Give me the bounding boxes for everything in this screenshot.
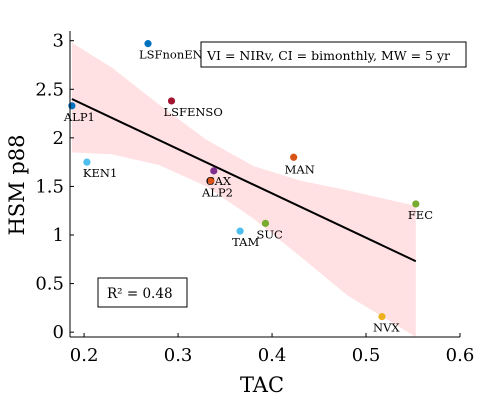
data-point <box>68 102 76 110</box>
confidence-band <box>71 42 416 337</box>
point-label: NVX <box>373 321 400 335</box>
point-label: SUC <box>256 227 283 241</box>
data-point <box>167 97 176 105</box>
y-axis-label: HSM p88 <box>5 134 29 235</box>
y-tick-label: 1.5 <box>35 176 64 197</box>
point-label: ALP2 <box>201 186 233 200</box>
point-label: LSFnonENSO <box>139 48 220 62</box>
data-point <box>207 177 215 185</box>
r2-text: R² = 0.48 <box>107 286 173 302</box>
x-axis-label: TAC <box>240 373 284 397</box>
data-point <box>261 219 270 227</box>
data-point <box>144 40 152 48</box>
point-label: CAX <box>206 174 232 188</box>
axes-layer: 0.2 0.3 0.4 0.5 0.6 0 0.5 1 1.5 2 2.5 3 <box>35 31 474 366</box>
regression-line <box>71 98 417 263</box>
data-point <box>210 167 218 175</box>
confidence-band-layer <box>71 42 416 337</box>
x-tick-label: 0.2 <box>70 345 99 366</box>
data-point <box>290 153 298 161</box>
y-tick-label: 3 <box>53 31 64 52</box>
x-tick-label: 0.4 <box>258 345 287 366</box>
y-tick-label: 0.5 <box>35 274 64 295</box>
x-tick-label: 0.3 <box>164 345 193 366</box>
point-label: FEC <box>408 208 433 222</box>
point-label: ALP1 <box>63 110 95 124</box>
y-tick-label: 1 <box>53 225 64 246</box>
legend-box: VI = NIRv, CI = bimonthly, MW = 5 yr <box>200 41 467 68</box>
data-points-layer <box>68 40 420 321</box>
x-tick-label: 0.6 <box>446 345 475 366</box>
legend-text: VI = NIRv, CI = bimonthly, MW = 5 yr <box>206 48 450 63</box>
point-label: KEN1 <box>83 166 117 180</box>
data-point <box>412 200 420 208</box>
data-point <box>83 158 91 166</box>
y-tick-label: 2.5 <box>35 79 64 100</box>
y-tick-label: 2 <box>53 128 64 149</box>
point-label: TAM <box>232 235 259 249</box>
r2-box: R² = 0.48 <box>97 277 188 308</box>
y-tick-label: 0 <box>53 322 64 343</box>
data-point <box>236 227 244 235</box>
point-label: LSFENSO <box>163 105 222 119</box>
point-label: MAN <box>285 162 315 176</box>
x-tick-label: 0.5 <box>352 345 381 366</box>
fit-line-layer <box>71 98 417 263</box>
data-point <box>378 313 386 321</box>
